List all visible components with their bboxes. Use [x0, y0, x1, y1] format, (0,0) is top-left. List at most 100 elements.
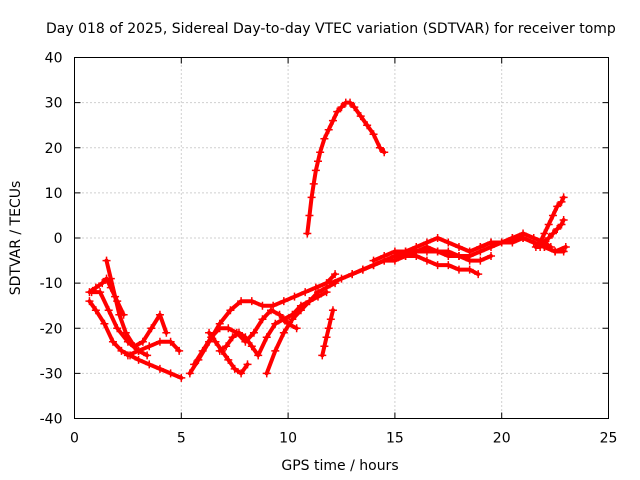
- data-point: [275, 310, 284, 319]
- data-point: [433, 261, 442, 270]
- data-point: [98, 279, 107, 288]
- data-point: [444, 261, 453, 270]
- data-point: [130, 342, 139, 351]
- data-point: [487, 252, 496, 261]
- data-point: [258, 315, 267, 324]
- data-point: [155, 310, 164, 319]
- data-point: [249, 328, 258, 337]
- data-point: [536, 243, 545, 252]
- data-point: [96, 288, 105, 297]
- data-point: [271, 346, 280, 355]
- data-point: [316, 148, 325, 157]
- data-point: [104, 306, 113, 315]
- data-point: [337, 103, 346, 112]
- data-point: [476, 243, 485, 252]
- data-point: [540, 229, 549, 238]
- data-point: [433, 247, 442, 256]
- data-point: [162, 328, 171, 337]
- data-point: [333, 107, 342, 116]
- data-point: [145, 342, 154, 351]
- data-point: [198, 346, 207, 355]
- data-point: [262, 369, 271, 378]
- data-point: [113, 324, 122, 333]
- data-point: [444, 252, 453, 261]
- data-point: [215, 346, 224, 355]
- data-point: [288, 315, 297, 324]
- data-point: [559, 193, 568, 202]
- series-line: [305, 100, 387, 236]
- data-point: [508, 238, 517, 247]
- x-tick-label: 25: [600, 431, 618, 447]
- data-point: [134, 346, 143, 355]
- x-axis: 0 5 10 15 20 25: [70, 57, 618, 447]
- y-tick-label: -20: [40, 321, 63, 337]
- data-point: [267, 306, 276, 315]
- data-point: [166, 337, 175, 346]
- data-point: [356, 112, 365, 121]
- y-tick-label: 20: [45, 141, 63, 157]
- data-point: [177, 373, 186, 382]
- data-point: [412, 243, 421, 252]
- data-point: [553, 224, 562, 233]
- data-point: [326, 279, 335, 288]
- data-point: [243, 360, 252, 369]
- data-point: [322, 283, 331, 292]
- data-point: [224, 324, 233, 333]
- data-point: [305, 211, 314, 220]
- data-point: [190, 360, 199, 369]
- data-point: [559, 247, 568, 256]
- y-tick-label: 40: [45, 51, 63, 67]
- series-arc-19: [531, 215, 568, 252]
- data-point: [380, 148, 389, 157]
- series-arc-12: [303, 98, 389, 238]
- data-point: [422, 256, 431, 265]
- data-point: [465, 265, 474, 274]
- data-point: [211, 337, 220, 346]
- data-point: [247, 297, 256, 306]
- data-point: [205, 328, 214, 337]
- data-point: [111, 292, 120, 301]
- data-point: [185, 369, 194, 378]
- data-point: [224, 355, 233, 364]
- data-point: [401, 252, 410, 261]
- data-series: [85, 98, 570, 382]
- data-point: [375, 143, 384, 152]
- data-point: [91, 283, 100, 292]
- data-point: [228, 333, 237, 342]
- data-point: [226, 306, 235, 315]
- data-point: [474, 270, 483, 279]
- data-point: [318, 351, 327, 360]
- series-arc-5: [123, 337, 184, 360]
- data-point: [551, 247, 560, 256]
- chart-title: Day 018 of 2025, Sidereal Day-to-day VTE…: [46, 21, 616, 37]
- data-point: [290, 292, 299, 301]
- series-arc-4: [102, 256, 171, 351]
- data-point: [346, 98, 355, 107]
- data-point: [561, 243, 570, 252]
- data-point: [444, 238, 453, 247]
- x-tick-label: 10: [279, 431, 297, 447]
- data-point: [358, 265, 367, 274]
- data-point: [369, 256, 378, 265]
- data-point: [320, 134, 329, 143]
- data-point: [100, 319, 109, 328]
- series-arc-8: [205, 328, 252, 378]
- data-point: [454, 252, 463, 261]
- data-point: [254, 351, 263, 360]
- series-arc-6: [185, 270, 340, 378]
- data-point: [548, 229, 557, 238]
- data-point: [215, 324, 224, 333]
- data-point: [123, 351, 132, 360]
- data-point: [138, 337, 147, 346]
- data-point: [544, 220, 553, 229]
- data-point: [230, 364, 239, 373]
- data-point: [241, 333, 250, 342]
- data-point: [540, 238, 549, 247]
- data-point: [314, 157, 323, 166]
- data-point: [117, 346, 126, 355]
- data-point: [557, 220, 566, 229]
- y-axis: -40 -30 -20 -10 0 10 20 30 40: [40, 51, 609, 428]
- grid: [74, 57, 609, 419]
- data-point: [476, 256, 485, 265]
